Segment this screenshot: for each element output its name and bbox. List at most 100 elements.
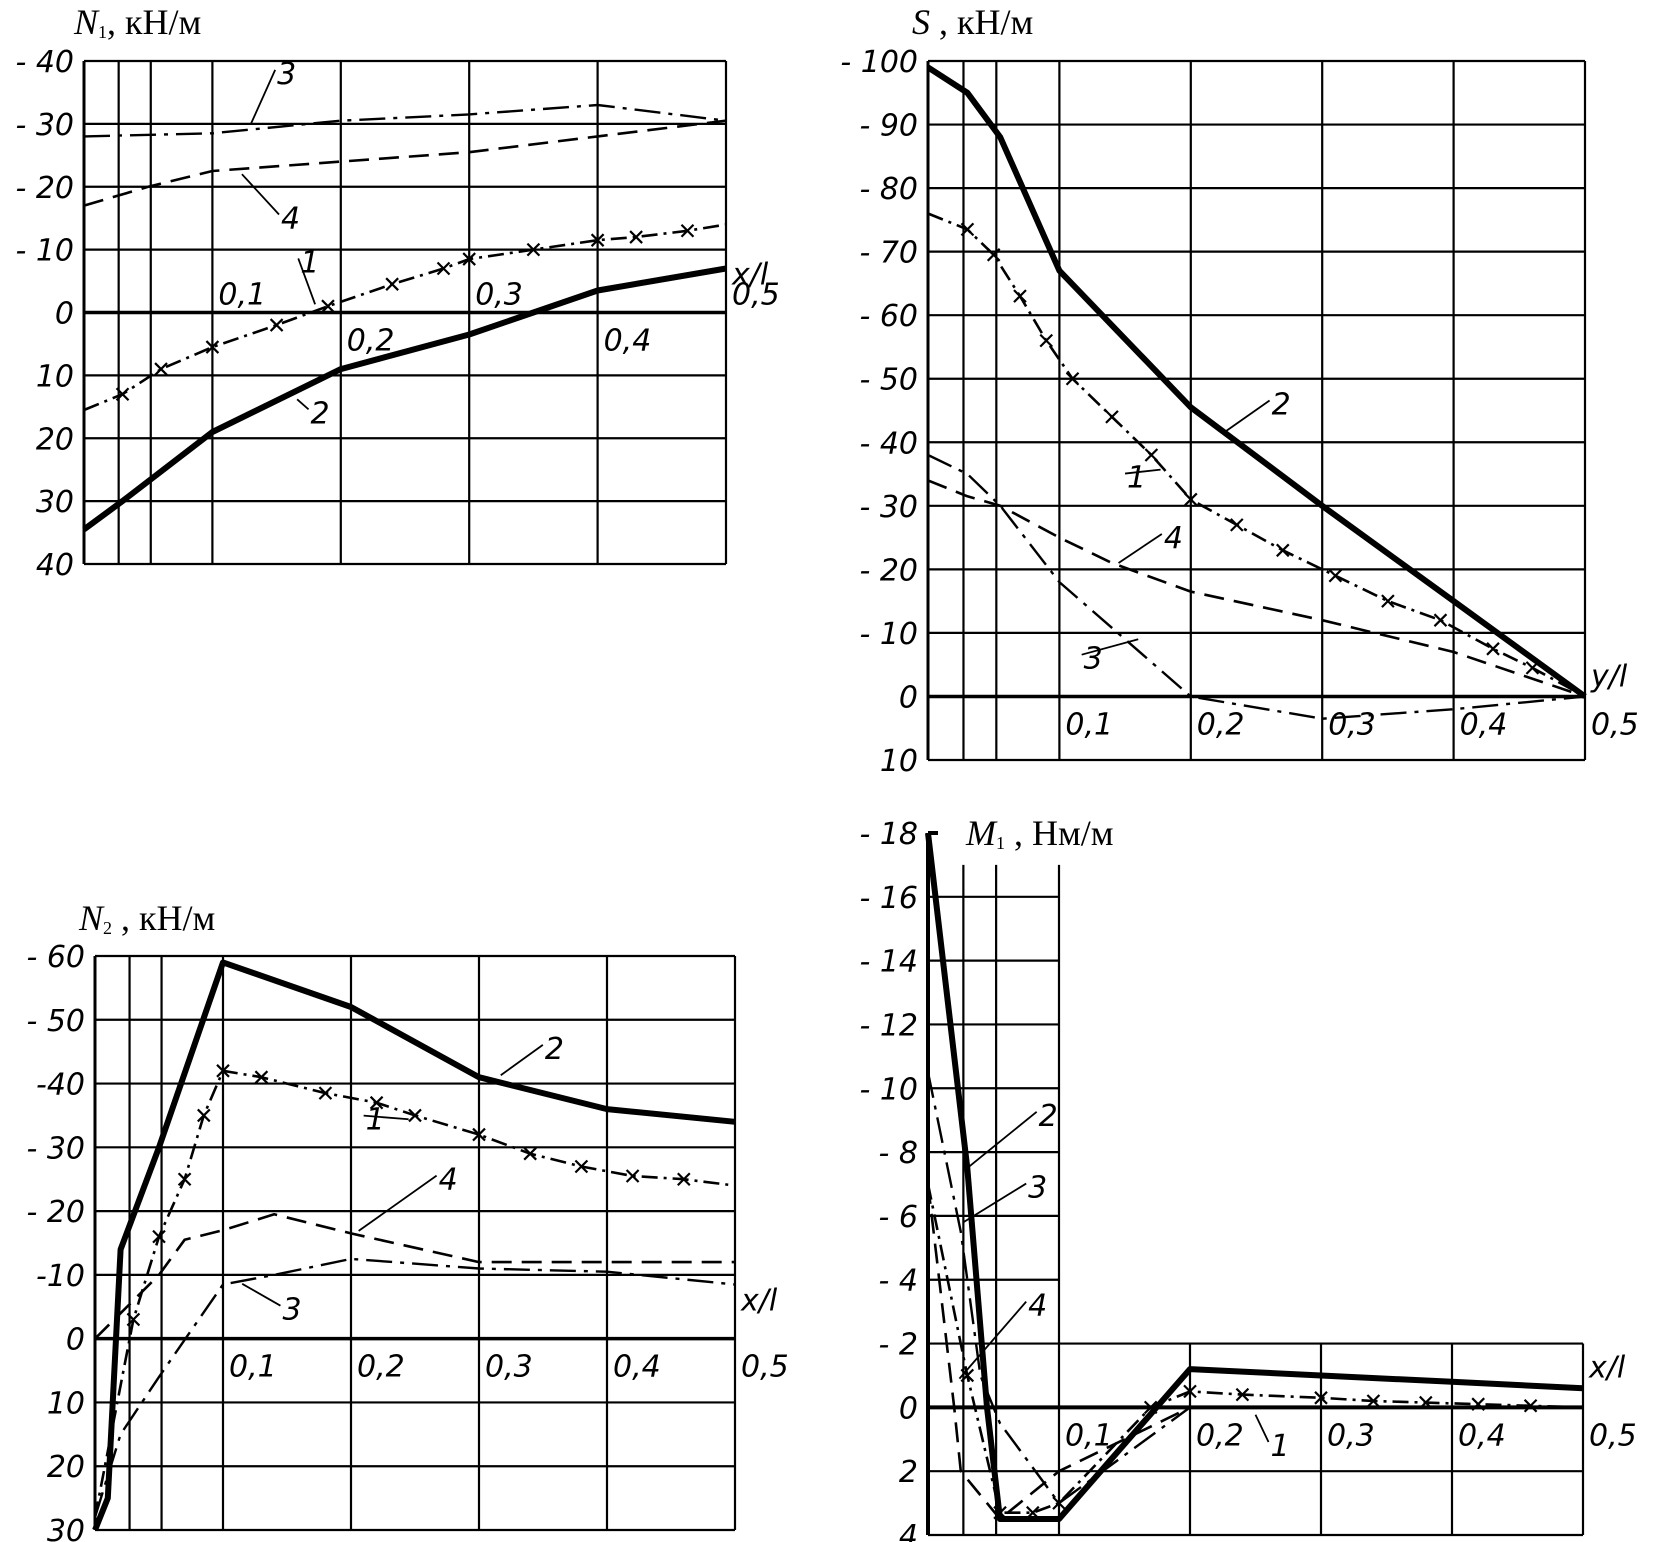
y-tick-label: - 20 <box>859 553 918 588</box>
grid <box>93 954 737 1532</box>
y-tick-label: - 60 <box>26 940 85 975</box>
axis-title-symbol: M <box>965 813 998 853</box>
chart-panel-1: N1, кН/м- 40- 30- 20- 100102030400,10,20… <box>15 2 779 583</box>
y-tick-label: 30 <box>36 485 74 520</box>
annotation-leader-line <box>358 1174 438 1232</box>
series-1-marker <box>1523 1398 1538 1413</box>
y-tick-label: 2 <box>899 1455 918 1490</box>
series-1-marker <box>1276 543 1290 558</box>
annotation-label: 3 <box>277 57 296 92</box>
series-1-marker <box>318 1086 333 1100</box>
axis-title-unit: , кН/м <box>112 898 215 938</box>
annotation-leader-line <box>966 1111 1038 1169</box>
series-1-marker <box>115 387 130 402</box>
series-line-2 <box>926 64 1587 699</box>
axis-title-subscript: 1 <box>98 22 107 42</box>
series-1-marker <box>436 261 451 276</box>
y-tick-label: 4 <box>899 1519 918 1542</box>
series-line-2 <box>82 265 727 532</box>
series-line-1 <box>93 1069 736 1518</box>
series-1-marker <box>629 230 643 244</box>
series-1-marker <box>1471 1397 1485 1411</box>
chart-panel-3: N2 , кН/м- 60- 50-40- 30- 20-1001020300,… <box>26 898 788 1542</box>
y-tick-label: - 30 <box>859 490 918 525</box>
x-tick-label: 0,4 <box>604 324 652 359</box>
series-line-2 <box>92 959 736 1532</box>
axis-title-symbol: S <box>912 2 930 42</box>
x-axis-label: x/l <box>1588 1350 1626 1385</box>
y-tick-label: - 30 <box>15 108 74 143</box>
series-line-4 <box>927 479 1586 698</box>
y-tick-label: 10 <box>880 744 918 779</box>
series-1-marker <box>1184 492 1198 507</box>
y-tick-label: 10 <box>36 359 74 394</box>
y-tick-label: 30 <box>47 1514 85 1542</box>
annotation-label: 2 <box>545 1032 564 1067</box>
y-tick-label: - 16 <box>859 881 918 916</box>
annotation-label: 1 <box>366 1103 385 1138</box>
series-1-marker <box>526 242 541 257</box>
series-1-marker <box>960 222 975 237</box>
annotation-label: 4 <box>1164 521 1183 556</box>
x-tick-label: 0,4 <box>1458 1418 1506 1453</box>
annotation-leader-line <box>500 1044 544 1076</box>
y-tick-label: - 10 <box>15 234 74 269</box>
x-tick-label: 0,4 <box>1460 707 1508 742</box>
series-line-1 <box>83 223 727 412</box>
x-tick-label: 0,2 <box>347 324 395 359</box>
x-tick-label: 0,1 <box>1065 707 1113 742</box>
series-1-marker <box>1486 642 1500 656</box>
y-tick-label: - 8 <box>879 1136 918 1171</box>
annotation-leader-line <box>962 1182 1027 1224</box>
annotation-leader-line <box>297 258 316 305</box>
series-line-4 <box>94 1213 735 1340</box>
y-tick-label: - 6 <box>879 1200 918 1235</box>
annotation-leader-line <box>296 398 310 411</box>
y-tick-label: 0 <box>55 297 74 332</box>
y-tick-label: -40 <box>36 1068 85 1103</box>
series-line-3 <box>926 1072 1191 1505</box>
annotation-label: 4 <box>439 1163 458 1198</box>
axis-title-subscript: 1 <box>996 833 1005 853</box>
y-tick-label: -10 <box>36 1259 85 1294</box>
y-tick-label: - 80 <box>859 172 918 207</box>
series-1-marker <box>152 1229 166 1244</box>
axis-title: N1, кН/м <box>73 2 201 42</box>
series-1-marker <box>1314 1391 1328 1405</box>
y-tick-label: - 50 <box>26 1004 85 1039</box>
x-tick-label: 0,5 <box>732 278 780 313</box>
annotation-leader-line <box>1118 533 1163 564</box>
y-tick-label: - 20 <box>26 1195 85 1230</box>
x-tick-label: 0,2 <box>357 1350 405 1385</box>
axis-title-symbol: N <box>73 2 100 42</box>
series-1-marker <box>986 248 1001 262</box>
series-1-marker <box>1381 594 1395 608</box>
annotation-leader-line <box>241 173 280 216</box>
annotation-leader-line <box>363 1114 409 1121</box>
annotation-label: 4 <box>1028 1289 1047 1324</box>
y-tick-label: 10 <box>47 1386 85 1421</box>
y-tick-label: - 14 <box>859 945 918 980</box>
series-line-3 <box>83 103 727 138</box>
y-tick-label: - 10 <box>859 617 918 652</box>
series-1-marker <box>1065 371 1080 386</box>
series-1-marker <box>625 1169 640 1183</box>
annotation-label: 3 <box>1028 1171 1047 1206</box>
y-tick-label: - 10 <box>859 1072 918 1107</box>
x-axis-label: x/l <box>731 258 769 293</box>
x-tick-label: 0,5 <box>1591 707 1639 742</box>
series-1-marker <box>369 1095 384 1110</box>
series-1-marker <box>1013 289 1027 303</box>
series-1-marker <box>590 233 605 247</box>
series-1-marker <box>462 252 476 266</box>
x-tick-label: 0,5 <box>741 1350 789 1385</box>
series-1-marker <box>408 1108 422 1123</box>
series-1-marker <box>269 318 284 332</box>
series-1-marker <box>1235 1387 1250 1402</box>
annotation-leader-line <box>1081 638 1139 656</box>
series-1-marker <box>254 1070 269 1084</box>
series-1-marker <box>472 1127 486 1142</box>
series-line-4 <box>83 119 727 207</box>
series-line-1 <box>926 1183 1584 1514</box>
